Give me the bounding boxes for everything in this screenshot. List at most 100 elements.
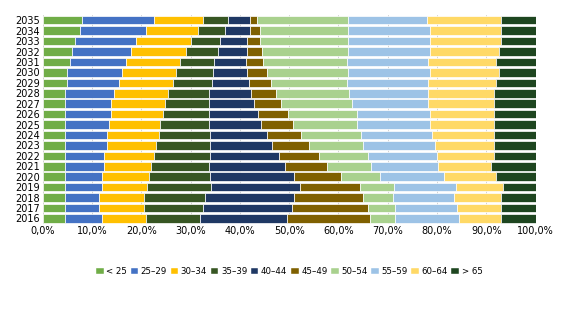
Bar: [430, 110, 494, 118]
Bar: [218, 47, 248, 56]
Bar: [496, 172, 535, 181]
Bar: [272, 141, 309, 150]
Bar: [348, 68, 430, 77]
Bar: [504, 183, 535, 191]
Bar: [209, 162, 286, 171]
Bar: [212, 78, 249, 87]
Bar: [211, 172, 294, 181]
Bar: [154, 152, 211, 160]
Bar: [349, 89, 428, 98]
Bar: [393, 193, 454, 202]
Bar: [185, 47, 218, 56]
Bar: [65, 162, 104, 171]
Bar: [180, 58, 215, 66]
Bar: [248, 68, 267, 77]
Bar: [437, 152, 494, 160]
Bar: [363, 141, 435, 150]
Bar: [428, 99, 494, 108]
Bar: [119, 78, 172, 87]
Bar: [126, 58, 180, 66]
Bar: [275, 89, 349, 98]
Bar: [250, 26, 259, 35]
Bar: [215, 58, 246, 66]
Bar: [137, 37, 191, 45]
Bar: [65, 204, 100, 212]
Bar: [494, 99, 535, 108]
Bar: [43, 26, 80, 35]
Bar: [220, 37, 248, 45]
Bar: [372, 162, 438, 171]
Bar: [72, 47, 131, 56]
Bar: [43, 204, 65, 212]
Bar: [494, 110, 535, 118]
Bar: [82, 16, 154, 25]
Bar: [347, 58, 428, 66]
Bar: [211, 152, 279, 160]
Bar: [75, 37, 137, 45]
Bar: [456, 183, 504, 191]
Bar: [348, 37, 430, 45]
Bar: [286, 162, 327, 171]
Bar: [131, 47, 185, 56]
Bar: [271, 78, 347, 87]
Bar: [267, 131, 302, 139]
Bar: [348, 16, 427, 25]
Bar: [380, 172, 444, 181]
Bar: [501, 214, 535, 223]
Bar: [501, 193, 535, 202]
Bar: [501, 204, 535, 212]
Bar: [496, 78, 535, 87]
Bar: [107, 141, 156, 150]
Bar: [149, 172, 211, 181]
Bar: [279, 152, 319, 160]
Bar: [294, 172, 341, 181]
Bar: [43, 89, 65, 98]
Bar: [262, 47, 348, 56]
Bar: [209, 89, 251, 98]
Bar: [363, 193, 393, 202]
Bar: [43, 16, 82, 25]
Bar: [494, 152, 535, 160]
Bar: [258, 110, 288, 118]
Bar: [151, 162, 209, 171]
Bar: [347, 78, 428, 87]
Bar: [191, 37, 220, 45]
Bar: [249, 78, 271, 87]
Bar: [112, 99, 165, 108]
Bar: [176, 68, 213, 77]
Bar: [501, 16, 535, 25]
Bar: [43, 183, 65, 191]
Bar: [112, 110, 163, 118]
Bar: [494, 120, 535, 129]
Bar: [163, 110, 209, 118]
Bar: [327, 162, 372, 171]
Bar: [496, 58, 535, 66]
Bar: [43, 68, 67, 77]
Bar: [432, 131, 494, 139]
Bar: [248, 37, 259, 45]
Bar: [80, 26, 146, 35]
Bar: [263, 58, 347, 66]
Bar: [294, 193, 363, 202]
Bar: [65, 141, 107, 150]
Bar: [300, 183, 360, 191]
Bar: [319, 152, 368, 160]
Bar: [357, 110, 430, 118]
Bar: [430, 68, 498, 77]
Bar: [154, 16, 203, 25]
Bar: [428, 89, 494, 98]
Bar: [309, 141, 363, 150]
Bar: [43, 120, 65, 129]
Bar: [203, 204, 291, 212]
Bar: [368, 204, 395, 212]
Bar: [498, 68, 535, 77]
Bar: [43, 110, 65, 118]
Bar: [494, 141, 535, 150]
Bar: [368, 152, 437, 160]
Bar: [246, 58, 263, 66]
Bar: [348, 47, 430, 56]
Bar: [211, 183, 300, 191]
Bar: [144, 193, 205, 202]
Bar: [430, 120, 494, 129]
Bar: [43, 141, 65, 150]
